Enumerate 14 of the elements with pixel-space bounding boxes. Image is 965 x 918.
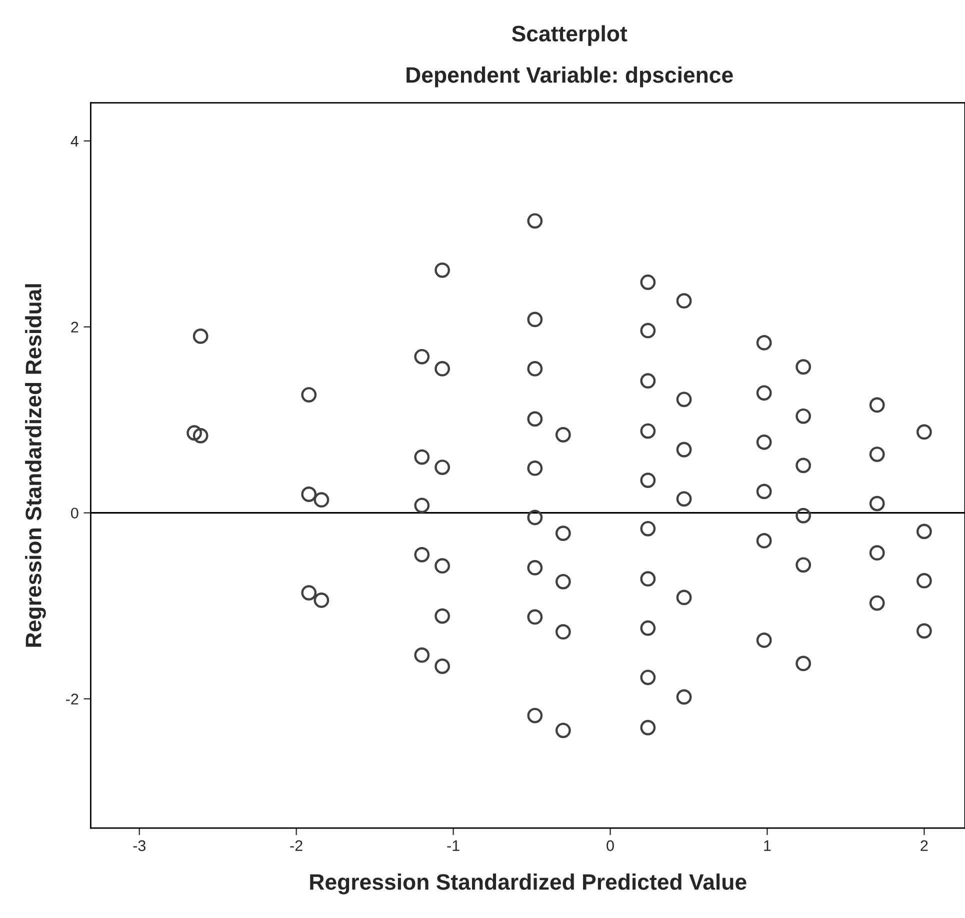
x-tick-label: 0 — [606, 840, 614, 852]
x-tick-label: 2 — [920, 840, 928, 851]
chart-subtitle: Dependent Variable: dpscience — [406, 66, 733, 88]
x-tick-label: -2 — [290, 840, 302, 851]
y-tick-label: 4 — [70, 136, 78, 146]
chart-title: Scatterplot — [512, 25, 628, 46]
y-tick-label: -2 — [66, 694, 78, 704]
x-tick-label: -3 — [133, 840, 146, 852]
x-tick-label: -1 — [447, 840, 460, 851]
y-axis-title: Regression Standardized Residual — [25, 284, 46, 647]
y-tick-label: 0 — [71, 508, 78, 519]
y-tick-label: 2 — [71, 322, 78, 332]
x-tick-label: 1 — [764, 840, 771, 851]
x-axis-title: Regression Standardized Predicted Value — [310, 874, 746, 894]
